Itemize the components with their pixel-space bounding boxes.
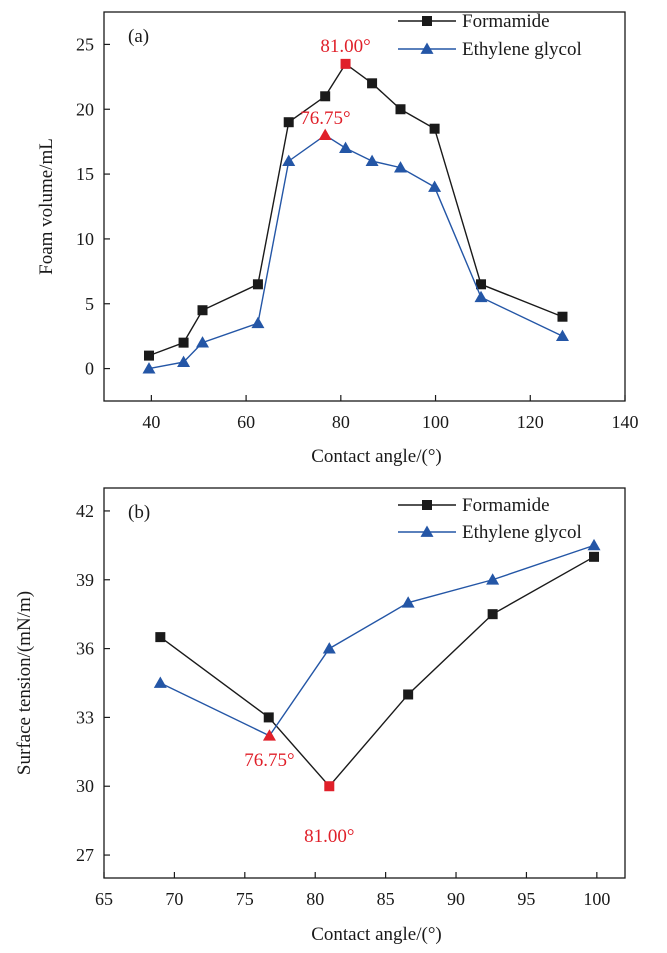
- data-point: [155, 632, 166, 643]
- chart-panel-b: 65 70 75 80 85 90 95 100 27 30 33 36 39 42 Contact ang…: [14, 487, 626, 945]
- chart-panel-a: 40 60 80 100 120 140 0 5 10 15 20 25 Contact angle/(…: [36, 11, 639, 467]
- series-line: [148, 134, 563, 370]
- data-point: [401, 596, 415, 608]
- plot-frame: [103, 487, 626, 879]
- annotation-label: 81.00°: [304, 826, 354, 847]
- x-tick-label: 70: [165, 889, 183, 909]
- series-line: [160, 544, 595, 737]
- data-point: [339, 141, 353, 154]
- data-point: [589, 551, 600, 562]
- legend-marker: [420, 42, 434, 54]
- y-tick-label: 20: [76, 99, 94, 119]
- legend-marker: [420, 525, 434, 537]
- data-point: [318, 128, 332, 141]
- data-point: [476, 279, 487, 290]
- x-tick-label: 90: [447, 889, 465, 909]
- data-point: [324, 781, 335, 792]
- data-point: [428, 180, 442, 192]
- x-tick-label: 40: [142, 412, 160, 432]
- y-tick-label: 42: [76, 501, 94, 521]
- y-tick-label: 27: [76, 845, 94, 865]
- data-point: [340, 58, 351, 69]
- plot-frame: [103, 11, 626, 402]
- x-tick-label: 100: [583, 889, 610, 909]
- y-tick-label: 0: [85, 359, 94, 379]
- data-point: [395, 104, 406, 115]
- y-tick-label: 25: [76, 34, 94, 54]
- data-point: [283, 117, 294, 128]
- data-point: [142, 362, 156, 374]
- data-point: [282, 154, 296, 166]
- data-point: [178, 337, 189, 348]
- legend-entry: Ethylene glycol: [462, 522, 582, 543]
- data-point: [474, 290, 488, 303]
- data-point: [393, 161, 407, 173]
- x-tick-label: 95: [517, 889, 535, 909]
- panel-label: (a): [128, 26, 149, 47]
- data-point: [486, 573, 500, 585]
- data-point: [487, 609, 498, 620]
- y-tick-label: 10: [76, 229, 94, 249]
- y-tick-label: 39: [76, 570, 94, 590]
- x-tick-label: 80: [306, 889, 324, 909]
- data-point: [555, 329, 569, 342]
- x-axis-label: Contact angle/(°): [311, 446, 442, 467]
- data-point: [252, 279, 263, 290]
- y-tick-label: 36: [76, 639, 94, 659]
- series-line: [148, 62, 563, 357]
- legend-marker: [422, 500, 432, 510]
- x-tick-label: 80: [332, 412, 350, 432]
- panel-label: (b): [128, 502, 150, 523]
- x-tick-label: 65: [95, 889, 113, 909]
- x-tick-label: 75: [236, 889, 254, 909]
- annotation-label: 76.75°: [300, 108, 350, 129]
- annotation-label: 81.00°: [320, 36, 370, 57]
- x-tick-label: 120: [517, 412, 544, 432]
- data-point: [365, 154, 379, 166]
- y-tick-label: 33: [76, 707, 94, 727]
- y-tick-label: 5: [85, 294, 94, 314]
- legend-marker: [422, 16, 432, 26]
- data-point: [587, 538, 601, 551]
- data-point: [322, 642, 336, 654]
- data-point: [403, 689, 414, 700]
- x-axis-label: Contact angle/(°): [311, 924, 442, 945]
- x-tick-label: 140: [612, 412, 639, 432]
- data-point: [143, 350, 154, 361]
- data-point: [251, 316, 265, 329]
- annotation-label: 76.75°: [244, 750, 294, 771]
- data-point: [429, 123, 440, 134]
- data-point: [197, 305, 208, 316]
- data-point: [557, 311, 568, 322]
- x-tick-label: 60: [237, 412, 255, 432]
- legend-entry: Formamide: [462, 11, 550, 32]
- y-axis-label: Foam volume/mL: [36, 138, 57, 275]
- legend-entry: Ethylene glycol: [462, 39, 582, 60]
- y-tick-label: 15: [76, 164, 94, 184]
- data-point: [196, 336, 210, 348]
- y-axis-label: Surface tension/(mN/m): [14, 591, 35, 775]
- data-point: [367, 78, 378, 89]
- legend-entry: Formamide: [462, 495, 550, 516]
- x-tick-label: 85: [377, 889, 395, 909]
- x-tick-label: 100: [422, 412, 449, 432]
- y-tick-label: 30: [76, 776, 94, 796]
- series-line: [159, 556, 595, 788]
- data-point: [177, 355, 191, 367]
- data-point: [320, 91, 331, 102]
- data-point: [153, 676, 167, 688]
- data-point: [262, 729, 276, 741]
- data-point: [263, 712, 274, 723]
